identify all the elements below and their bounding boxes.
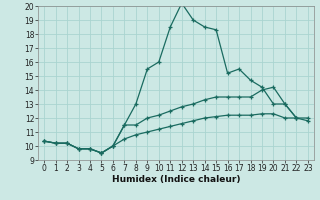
X-axis label: Humidex (Indice chaleur): Humidex (Indice chaleur): [112, 175, 240, 184]
